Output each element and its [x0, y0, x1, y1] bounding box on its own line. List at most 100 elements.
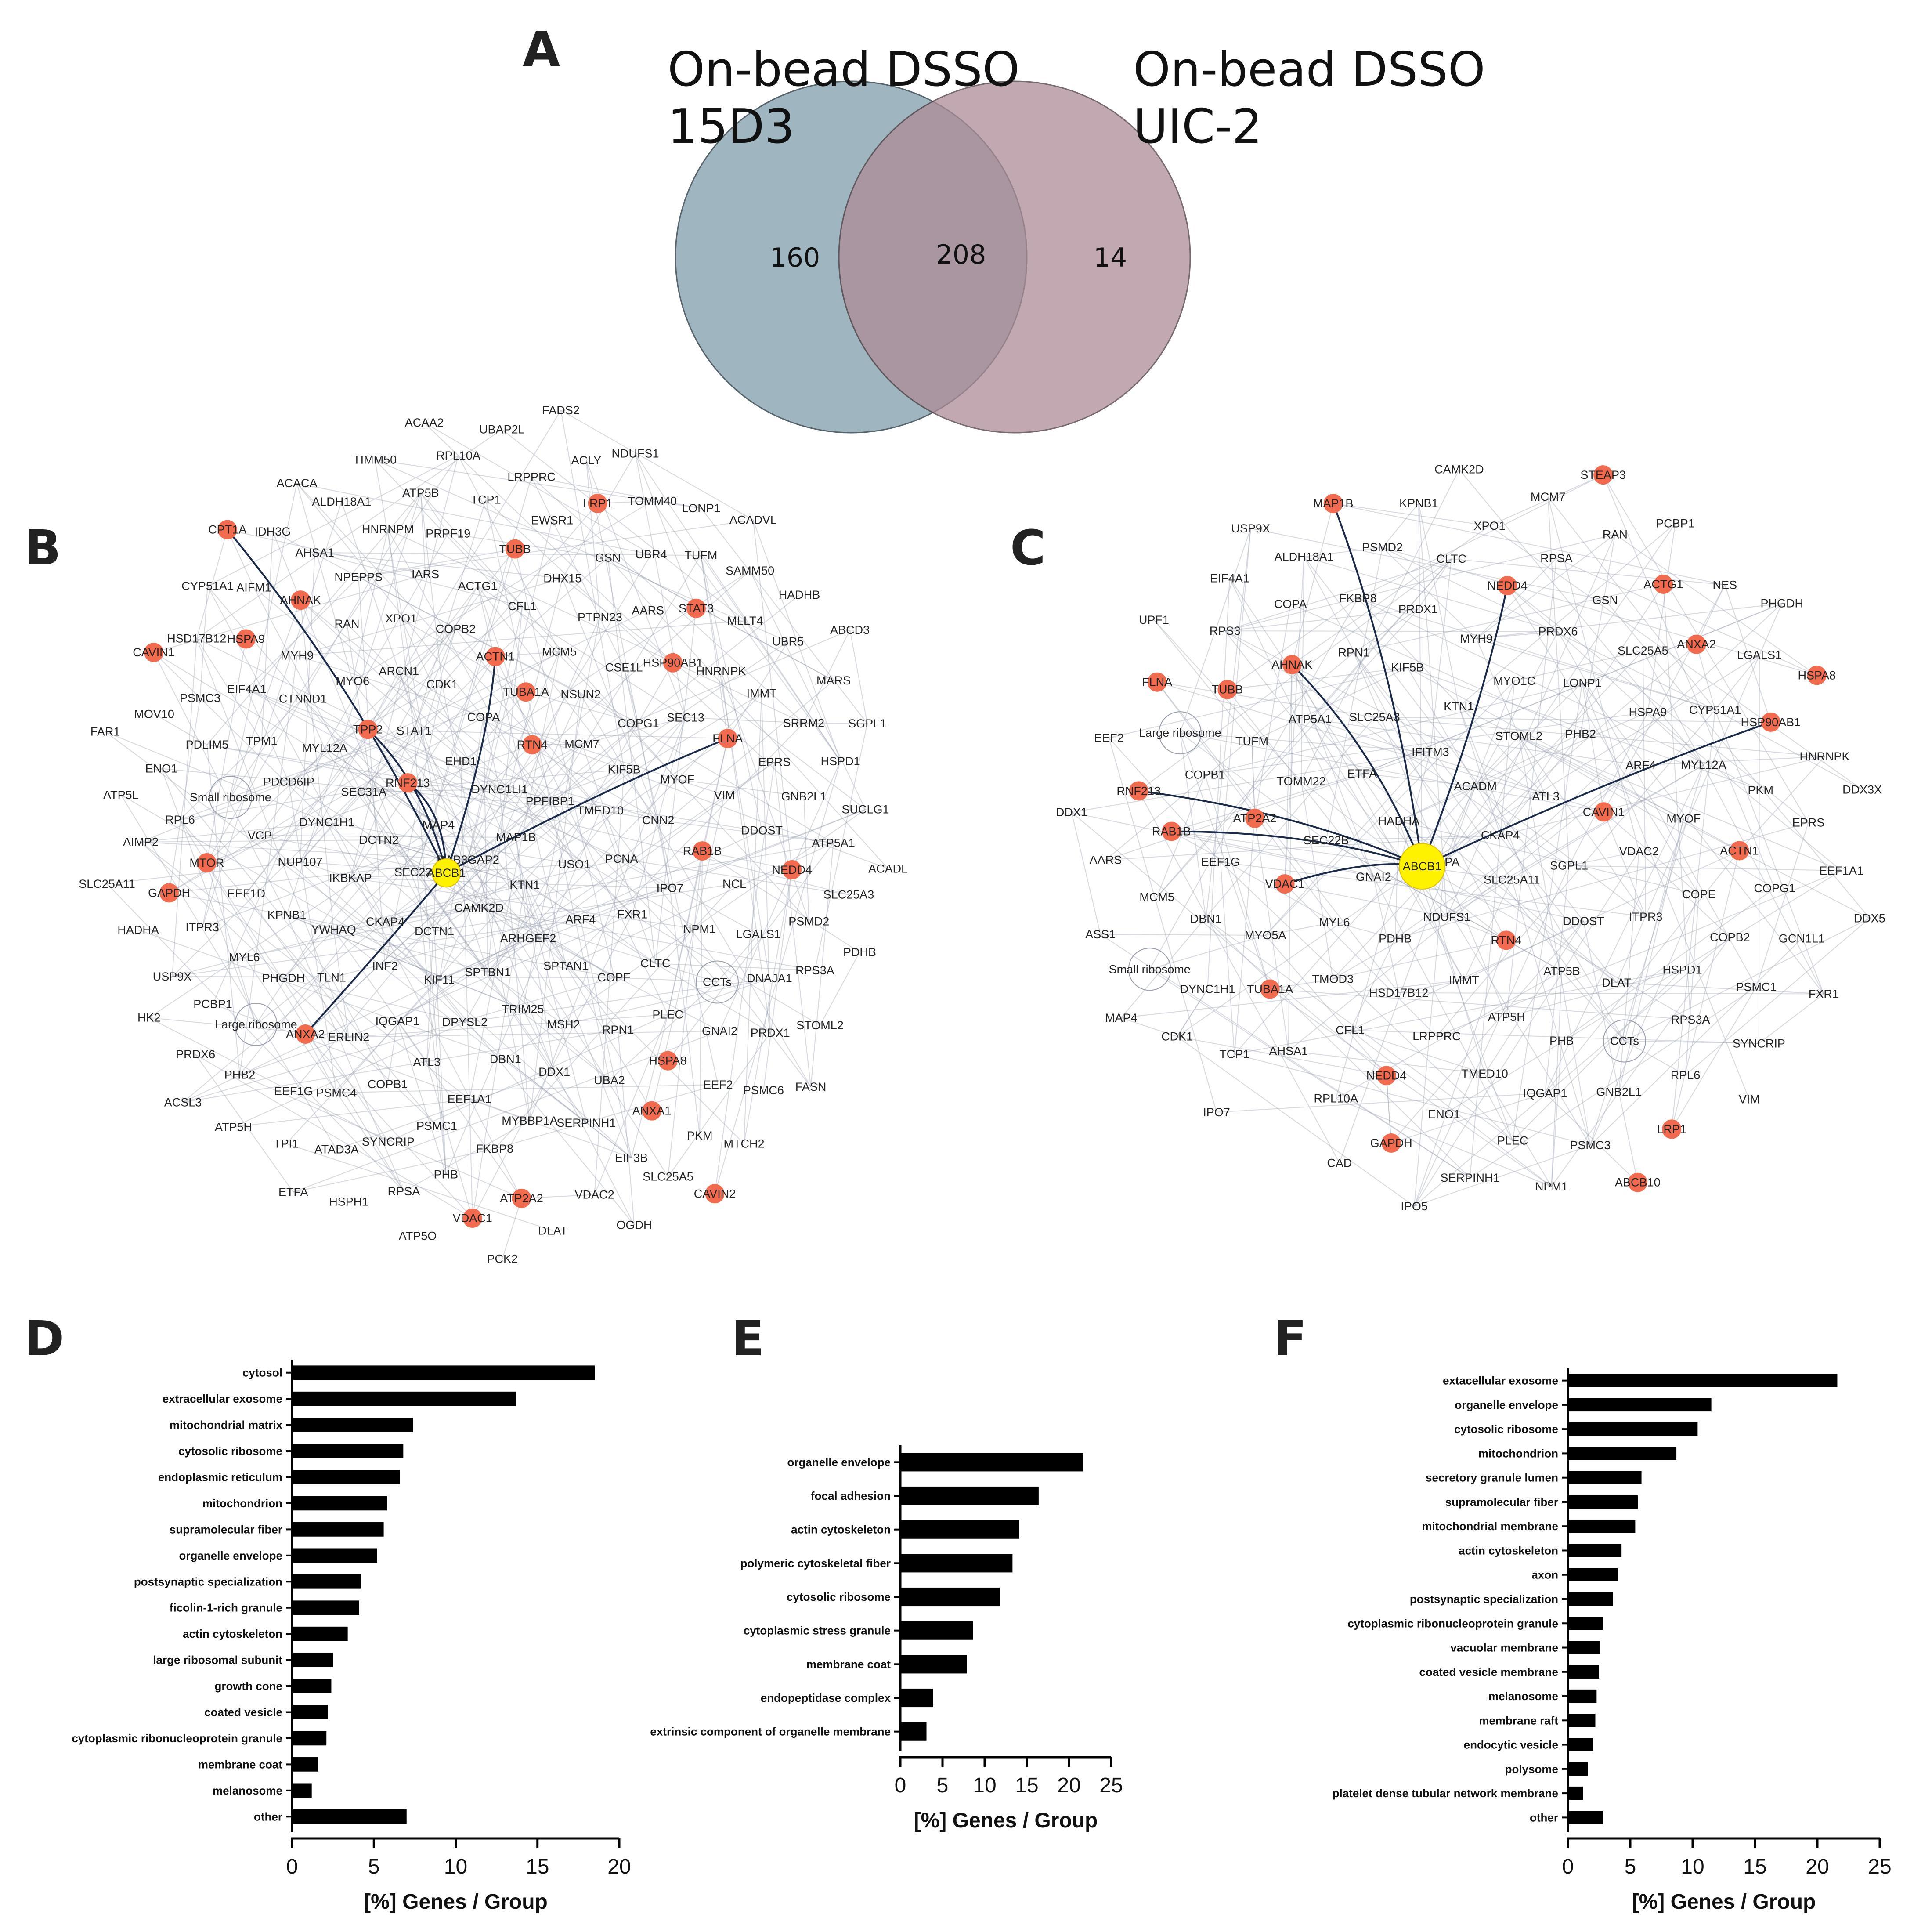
network-edge [348, 1030, 720, 1038]
network-edge [1414, 865, 1570, 1207]
bar-focal-adhesion [900, 1486, 1039, 1505]
network-edge [212, 748, 325, 1004]
network-edge [272, 531, 581, 695]
network-edge [472, 914, 633, 1219]
network-edge [259, 748, 325, 836]
network-edge [283, 691, 527, 979]
network-edge [413, 731, 447, 1175]
network-edge [1071, 812, 1374, 877]
network-node-label: ATP5O [399, 1230, 437, 1243]
network-node-label: AIMP2 [123, 836, 159, 849]
network-node-label: FKBP8 [476, 1142, 513, 1155]
network-edge [505, 809, 866, 1060]
network-edge [1138, 558, 1452, 792]
network-edge [358, 548, 515, 578]
category-label: actin cytoskeleton [183, 1627, 282, 1640]
network-node-label: VIM [1739, 1093, 1760, 1106]
network-edge [609, 981, 718, 1081]
network-edge [1422, 655, 1760, 867]
network-node-label: ASS1 [1085, 928, 1116, 941]
network-edge [379, 839, 615, 978]
network-edge [407, 782, 656, 964]
network-edge [148, 1017, 389, 1142]
network-edge [244, 907, 479, 958]
network-node-label: FLNA [1142, 676, 1172, 689]
network-edge [286, 914, 523, 1010]
network-edge [326, 822, 522, 1199]
network-edge [1476, 558, 1557, 639]
network-edge [1291, 503, 1334, 665]
network-edge [1446, 534, 1616, 917]
network-edge [333, 930, 349, 1038]
network-edge [1489, 474, 1603, 526]
network-edge [398, 671, 555, 1072]
network-edge [1284, 664, 1293, 884]
network-edge [1156, 608, 1419, 897]
network-node-label: ACADM [1454, 780, 1497, 793]
network-node-label: CYP51A1 [181, 579, 234, 593]
network-edge [1358, 474, 1603, 599]
network-node-label: IPO7 [1203, 1106, 1230, 1119]
network-node-label: COPG1 [618, 716, 659, 730]
network-node-label: NDUFS1 [1423, 910, 1470, 923]
network-edge [239, 1074, 522, 1199]
network-edge [367, 410, 561, 730]
network-edge [1252, 667, 1408, 742]
network-edge [1382, 547, 1477, 639]
network-edge [488, 761, 775, 973]
bar-membrane-raft [1568, 1714, 1596, 1727]
network-edge [502, 1198, 522, 1259]
network-edge [206, 639, 246, 863]
network-edge [1616, 982, 1824, 995]
network-node-label: AIFM1 [236, 581, 271, 594]
network-node-label: HSP90AB1 [643, 656, 703, 669]
network-edge [1177, 988, 1208, 1037]
network-node-label: MARS [816, 674, 851, 687]
venn-left-title-line1: On-bead DSSO [668, 42, 1020, 97]
network-edge [1251, 741, 1256, 818]
network-edge [420, 492, 678, 780]
network-edge [1220, 862, 1235, 1054]
network-node-label: COPA [1274, 597, 1307, 611]
category-label: focal adhesion [811, 1489, 891, 1502]
bar-postsynaptic-specialization [1568, 1592, 1613, 1606]
category-label: endocytic vesicle [1464, 1738, 1558, 1751]
network-node-label: IPO7 [657, 882, 684, 895]
network-edge [1109, 737, 1221, 862]
network-edge [667, 850, 703, 1015]
network-edge [810, 843, 834, 1087]
network-node-label: RNF213 [386, 776, 430, 789]
network-edge [607, 557, 656, 964]
category-label: axon [1531, 1568, 1558, 1581]
category-label: melanosome [1488, 1690, 1558, 1703]
network-node-label: PCBP1 [193, 998, 232, 1011]
network-edge [483, 717, 488, 973]
network-node-label: UBR4 [636, 548, 667, 561]
network-edge [350, 877, 466, 1023]
network-node-label: HADHA [1378, 814, 1420, 828]
network-edge [206, 492, 421, 745]
network-edge [1489, 525, 1863, 790]
network-node-label: GNB2L1 [781, 790, 827, 803]
network-node-label: EPRS [1792, 816, 1825, 829]
network-edge [1265, 751, 1431, 936]
network-node-label: SERPINH1 [556, 1116, 616, 1129]
network-node-highlighted [512, 1188, 531, 1208]
network-edge [180, 698, 303, 820]
network-node-label: PHB [1549, 1034, 1574, 1047]
network-edge [1291, 664, 1465, 981]
network-edge [1374, 717, 1625, 1042]
network-edge [849, 630, 868, 724]
network-edge [549, 801, 610, 1081]
network-edge [727, 641, 788, 739]
network-edge [1624, 1040, 1759, 1044]
network-edge [1285, 883, 1447, 918]
network-edge [1458, 706, 1563, 971]
network-node-highlighted [1498, 576, 1517, 596]
x-tick-label: 20 [1806, 1855, 1829, 1878]
network-edge [296, 483, 353, 681]
network-edge [1373, 876, 1399, 993]
network-edge [385, 921, 635, 1225]
network-edge [1459, 523, 1676, 707]
network-node-label: EEF1A1 [1819, 864, 1863, 877]
